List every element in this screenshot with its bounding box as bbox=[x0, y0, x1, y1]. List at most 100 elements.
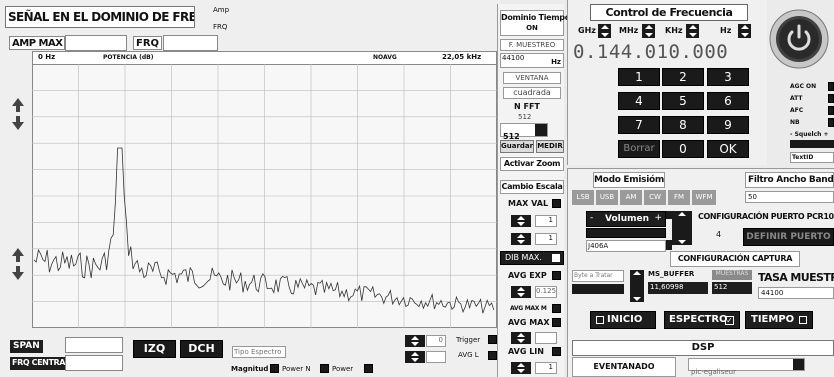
borrar-button[interactable]: Borrar bbox=[618, 140, 660, 158]
amp-max-label: AMP MAX bbox=[9, 36, 66, 50]
key-6[interactable]: 6 bbox=[707, 92, 749, 110]
spectrum-chart bbox=[32, 64, 497, 328]
trigger-value-field[interactable]: 0 bbox=[426, 335, 446, 347]
avg-exp-spinner[interactable] bbox=[511, 286, 531, 298]
afc-check[interactable] bbox=[828, 106, 834, 115]
definir-puerto-button[interactable]: DEFINIR PUERTO bbox=[743, 228, 834, 246]
hz-spinner[interactable] bbox=[738, 24, 751, 38]
scale-up-down-arrows-2[interactable] bbox=[8, 246, 28, 282]
byte-tratar-box[interactable] bbox=[572, 284, 624, 294]
f-muestreo-unit: Hz bbox=[551, 58, 561, 66]
key-2[interactable]: 2 bbox=[662, 68, 704, 86]
power-check[interactable] bbox=[364, 364, 373, 373]
dsp-select[interactable]: pic-egaliseur bbox=[688, 358, 805, 376]
ms-buffer-field[interactable]: 11,60998 bbox=[648, 282, 708, 294]
max-val-check[interactable] bbox=[552, 199, 561, 208]
trigger-spinner-1[interactable] bbox=[405, 335, 425, 347]
ghz-spinner[interactable] bbox=[598, 24, 611, 38]
nb-check[interactable] bbox=[828, 118, 834, 127]
ventana-field[interactable]: cuadrada bbox=[503, 87, 561, 99]
avg-lin-field[interactable]: 1 bbox=[535, 362, 557, 374]
max-val-field-1[interactable]: 1 bbox=[535, 215, 557, 227]
frq-field[interactable] bbox=[163, 35, 218, 51]
max-val-field-2[interactable]: 1 bbox=[535, 233, 557, 245]
mode-lsb[interactable]: LSB bbox=[572, 190, 594, 205]
chart-power-label: POTENCIA (dB) bbox=[103, 54, 154, 61]
tiempo-button[interactable]: TIEMPO bbox=[745, 311, 813, 329]
activar-zoom-button[interactable]: Activar Zoom bbox=[500, 157, 564, 171]
squelch-slider[interactable] bbox=[790, 140, 834, 148]
mode-am[interactable]: AM bbox=[620, 190, 642, 205]
muestras-field[interactable]: 512 bbox=[712, 282, 752, 294]
key-4[interactable]: 4 bbox=[618, 92, 660, 110]
amp-max-field[interactable] bbox=[65, 35, 127, 51]
espectro-button[interactable]: ESPECTRO ✓ bbox=[664, 311, 740, 329]
att-check[interactable] bbox=[828, 94, 834, 103]
mhz-spinner[interactable] bbox=[642, 24, 655, 38]
key-7[interactable]: 7 bbox=[618, 116, 660, 134]
volumen-slider[interactable] bbox=[586, 228, 666, 238]
avg-l-field[interactable] bbox=[426, 351, 446, 363]
volumen-plus[interactable]: + bbox=[654, 213, 662, 223]
agc-check[interactable] bbox=[828, 82, 834, 91]
dch-button[interactable]: DCH bbox=[180, 340, 223, 358]
puerto-value: 4 bbox=[716, 230, 722, 239]
byte-tratar-field[interactable]: Byte a Tratar bbox=[572, 270, 624, 282]
max-val-spinner-1[interactable] bbox=[511, 215, 531, 227]
power-button[interactable] bbox=[768, 8, 830, 70]
trigger-label: Trigger bbox=[456, 336, 481, 344]
key-9[interactable]: 9 bbox=[707, 116, 749, 134]
ms-buffer-spinner[interactable] bbox=[630, 270, 644, 302]
puerto-spinner[interactable] bbox=[672, 211, 692, 245]
agc-label: AGC ON bbox=[790, 83, 817, 90]
avg-max-spinner[interactable] bbox=[511, 332, 531, 344]
avg-l-spinner[interactable] bbox=[405, 351, 425, 363]
guardar-button[interactable]: Guardar bbox=[500, 140, 534, 153]
avg-max-check[interactable] bbox=[552, 318, 561, 327]
span-field[interactable] bbox=[65, 337, 123, 353]
volumen-minus[interactable]: - bbox=[590, 213, 594, 223]
avg-max-field[interactable] bbox=[535, 332, 557, 344]
frq-central-field[interactable] bbox=[65, 355, 123, 371]
espectro-label: ESPECTRO bbox=[669, 314, 728, 325]
tipo-espectro-select[interactable]: Tipo Espectro bbox=[232, 346, 286, 358]
mode-wfm[interactable]: WFM bbox=[692, 190, 716, 205]
key-0[interactable]: 0 bbox=[662, 140, 704, 158]
cambio-escala-button[interactable]: Cambio Escala bbox=[500, 180, 564, 194]
avg-exp-field[interactable]: 0.125 bbox=[535, 286, 557, 298]
khz-spinner[interactable] bbox=[686, 24, 699, 38]
key-1[interactable]: 1 bbox=[618, 68, 660, 86]
tasa-muestreo-field[interactable]: 44100 bbox=[758, 287, 834, 299]
f-muestreo-field[interactable]: 44100 Hz bbox=[500, 53, 564, 68]
dib-max-button[interactable]: DIB MAX. bbox=[500, 251, 564, 265]
scale-up-down-arrows-1[interactable] bbox=[8, 96, 28, 132]
volumen-scroll-down[interactable] bbox=[666, 240, 672, 250]
textid-field[interactable]: TextID bbox=[790, 152, 834, 163]
avg-exp-check[interactable] bbox=[552, 271, 561, 280]
medir-button[interactable]: MEDIR bbox=[536, 140, 564, 153]
avg-lin-spinner[interactable] bbox=[511, 362, 531, 374]
trigger-check[interactable] bbox=[488, 335, 497, 344]
ok-button[interactable]: OK bbox=[707, 140, 749, 158]
izq-button[interactable]: IZQ bbox=[133, 340, 176, 358]
key-3[interactable]: 3 bbox=[707, 68, 749, 86]
mode-fm[interactable]: FM bbox=[668, 190, 690, 205]
nfft-select[interactable]: 512 bbox=[500, 123, 548, 141]
frq-box-label: FRQ bbox=[133, 36, 163, 50]
max-val-spinner-2[interactable] bbox=[511, 233, 531, 245]
dominio-tiempo-button[interactable]: Dominio Tiempo ON bbox=[500, 10, 570, 36]
key-5[interactable]: 5 bbox=[662, 92, 704, 110]
avg-l-check[interactable] bbox=[488, 351, 497, 360]
magnitud-check[interactable] bbox=[270, 364, 279, 373]
inicio-button[interactable]: INICIO bbox=[590, 311, 656, 329]
volumen-control[interactable]: - Volumen + bbox=[586, 211, 666, 227]
mode-usb[interactable]: USB bbox=[596, 190, 618, 205]
avg-lin-check[interactable] bbox=[552, 347, 561, 356]
mode-cw[interactable]: CW bbox=[644, 190, 666, 205]
power-n-check[interactable] bbox=[320, 364, 329, 373]
filtro-field[interactable]: 50 bbox=[745, 191, 834, 203]
device-field[interactable]: J406A bbox=[586, 240, 666, 252]
key-8[interactable]: 8 bbox=[662, 116, 704, 134]
avg-max-m-check[interactable] bbox=[552, 304, 561, 313]
volumen-scroll-up[interactable] bbox=[666, 211, 672, 219]
